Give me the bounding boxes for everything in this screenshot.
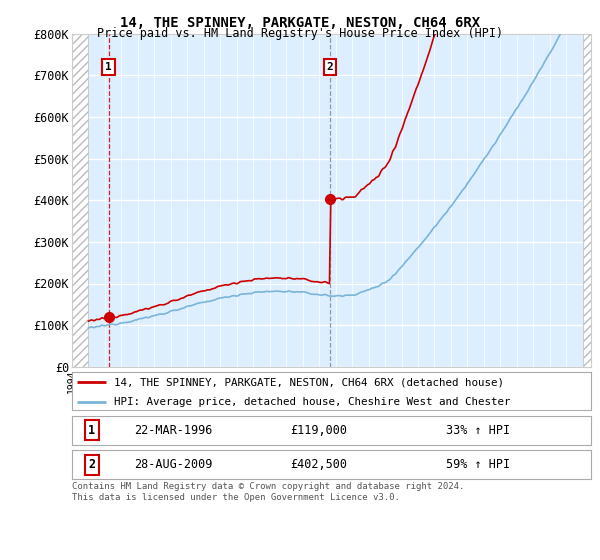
Text: 22-MAR-1996: 22-MAR-1996 — [134, 423, 212, 437]
Bar — [72, 34, 88, 367]
Text: Price paid vs. HM Land Registry's House Price Index (HPI): Price paid vs. HM Land Registry's House … — [97, 27, 503, 40]
Text: 2: 2 — [88, 458, 95, 472]
Text: 59% ↑ HPI: 59% ↑ HPI — [446, 458, 510, 472]
Text: 1: 1 — [88, 423, 95, 437]
Text: 33% ↑ HPI: 33% ↑ HPI — [446, 423, 510, 437]
Text: 14, THE SPINNEY, PARKGATE, NESTON, CH64 6RX (detached house): 14, THE SPINNEY, PARKGATE, NESTON, CH64 … — [113, 377, 503, 387]
Text: 2: 2 — [326, 62, 333, 72]
Bar — [583, 34, 591, 367]
Text: Contains HM Land Registry data © Crown copyright and database right 2024.
This d: Contains HM Land Registry data © Crown c… — [72, 482, 464, 502]
Text: £402,500: £402,500 — [290, 458, 347, 472]
Text: 28-AUG-2009: 28-AUG-2009 — [134, 458, 212, 472]
Text: £119,000: £119,000 — [290, 423, 347, 437]
Text: 14, THE SPINNEY, PARKGATE, NESTON, CH64 6RX: 14, THE SPINNEY, PARKGATE, NESTON, CH64 … — [120, 16, 480, 30]
Text: 1: 1 — [105, 62, 112, 72]
Text: HPI: Average price, detached house, Cheshire West and Chester: HPI: Average price, detached house, Ches… — [113, 396, 510, 407]
